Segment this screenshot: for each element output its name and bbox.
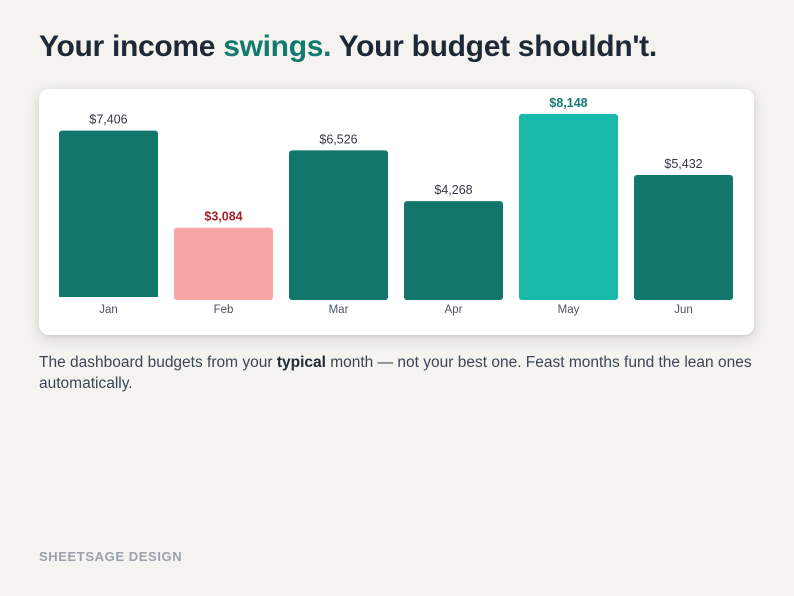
baseline-mask: [39, 297, 754, 301]
bar-apr: [404, 201, 503, 300]
chart-caption: The dashboard budgets from your typical …: [39, 352, 754, 394]
caption-bold: typical: [276, 354, 326, 371]
bar-jan: [59, 130, 158, 300]
bar-jun: [634, 175, 733, 300]
value-label-feb: $3,084: [204, 210, 242, 224]
bar-mar: [289, 150, 388, 300]
value-label-apr: $4,268: [434, 183, 472, 197]
chart-card: $7,406 Jan $3,084 Feb $6,526 Mar $4,268 Apr $8,1…: [39, 89, 754, 335]
brand-footer: SHEETSAGE DESIGN: [39, 549, 183, 564]
x-tick-jan: Jan: [99, 304, 118, 316]
value-label-jan: $7,406: [89, 113, 127, 127]
caption-before: The dashboard budgets from your: [39, 354, 277, 371]
headline-part-1: Your income: [39, 30, 224, 63]
x-tick-apr: Apr: [445, 304, 463, 316]
value-label-may: $8,148: [549, 96, 587, 110]
income-bar-chart: $7,406 Jan $3,084 Feb $6,526 Mar $4,268 Apr $8,1…: [39, 96, 754, 316]
headline-part-2: Your budget shouldn't.: [331, 30, 658, 63]
x-tick-mar: Mar: [329, 304, 349, 316]
value-label-jun: $5,432: [664, 157, 702, 171]
value-label-mar: $6,526: [319, 132, 357, 146]
x-tick-feb: Feb: [214, 304, 234, 316]
caption-after: month — not your best one. Feast months …: [39, 354, 752, 392]
headline-accent: swings.: [223, 30, 332, 63]
page-title: Your income swings. Your budget shouldn'…: [39, 30, 657, 64]
bar-may: [519, 114, 618, 300]
bar-feb: [174, 227, 273, 300]
x-tick-jun: Jun: [674, 304, 693, 316]
x-tick-may: May: [558, 304, 580, 316]
